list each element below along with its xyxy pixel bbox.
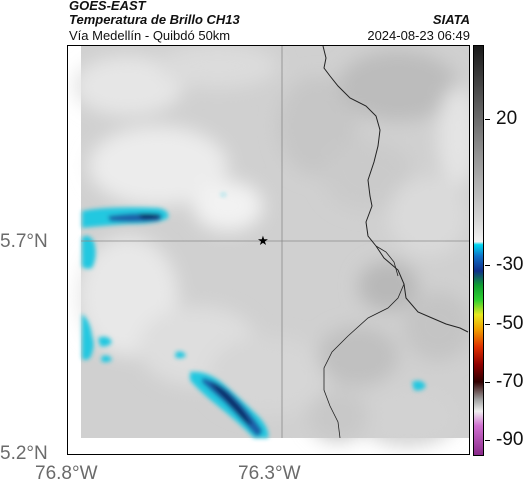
cloud-texture	[73, 46, 469, 446]
cold-cloud-cells	[82, 194, 426, 438]
colorbar-tick	[485, 381, 490, 383]
colorbar-tick-label: -30	[496, 254, 524, 276]
product-title: Temperatura de Brillo CH13	[69, 12, 240, 27]
lon-label-76.8: 76.8°W	[35, 463, 98, 484]
colorbar-tick	[485, 265, 490, 267]
administrative-border	[322, 46, 469, 333]
river-line	[323, 245, 405, 439]
colorbar-tick-label: -70	[496, 370, 524, 392]
satellite-map[interactable]: ★	[67, 45, 470, 455]
colorbar-tick	[485, 323, 490, 325]
organization-label: SIATA	[432, 12, 470, 27]
lon-label-76.3: 76.3°W	[238, 463, 301, 484]
star-marker[interactable]: ★	[257, 233, 269, 248]
lat-label-5.7: 5.7°N	[0, 231, 48, 252]
colorbar-tick	[485, 119, 490, 121]
colorbar-gradient	[474, 46, 483, 455]
colorbar-tick-label: 20	[496, 108, 518, 130]
colorbar-tick-label: -50	[496, 312, 524, 334]
colorbar-tick	[485, 440, 490, 442]
satellite-name: GOES-EAST	[69, 0, 146, 13]
colorbar	[473, 45, 484, 456]
map-canvas: ★	[73, 46, 469, 446]
route-subtitle: Vía Medellín - Quibdó 50km	[69, 28, 231, 43]
colorbar-tick-label: -90	[496, 429, 524, 451]
timestamp-label: 2024-08-23 06:49	[367, 28, 470, 43]
lat-label-5.2: 5.2°N	[0, 443, 48, 464]
